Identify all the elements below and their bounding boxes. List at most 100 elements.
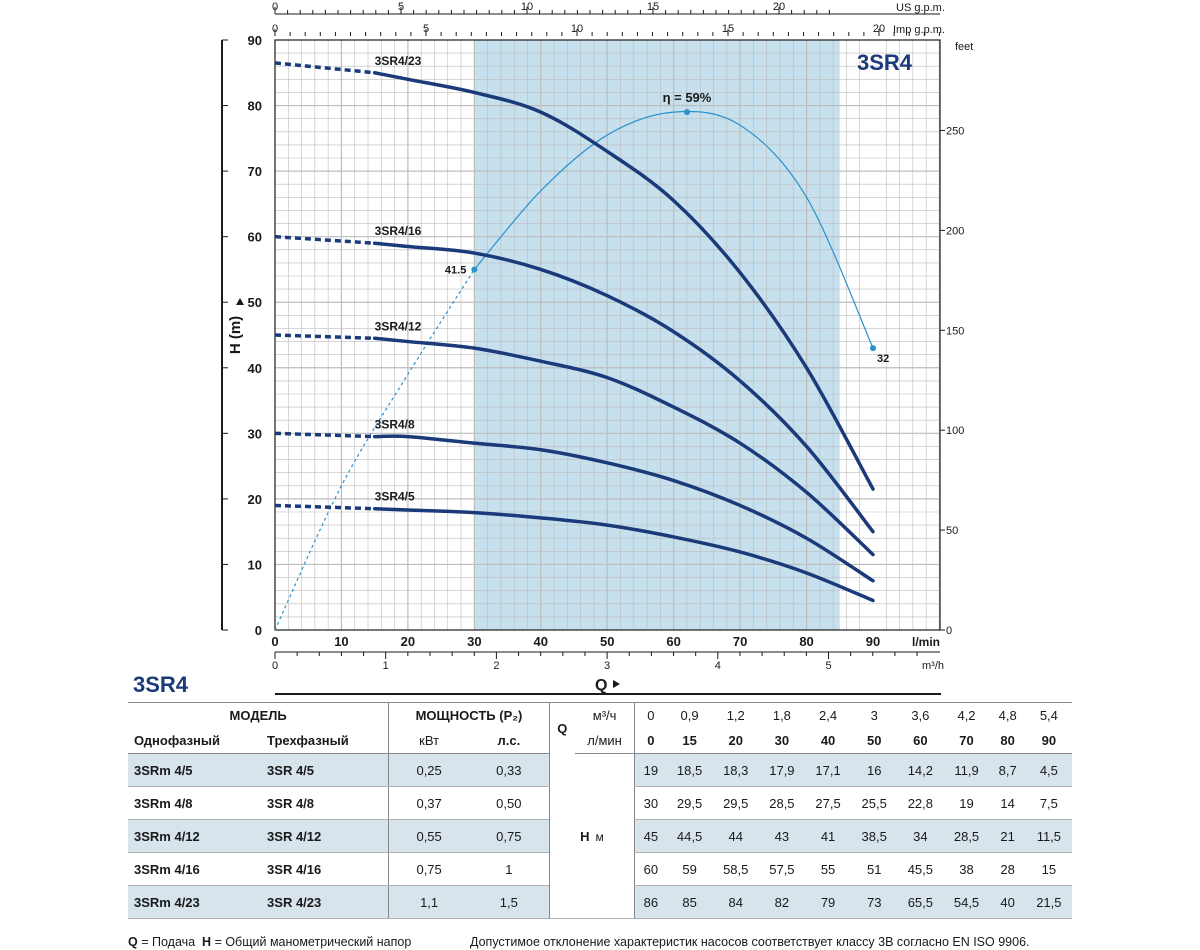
three-phase-model: 3SR 4/23 xyxy=(261,885,389,919)
q-lmin-cell: 0 xyxy=(634,728,667,754)
power-kw: 0,55 xyxy=(388,819,469,853)
q-m3h-cell: 1,2 xyxy=(712,702,759,728)
us-gpm-tick-label: 10 xyxy=(521,1,533,13)
h-value-cell: 41 xyxy=(804,819,852,853)
single-phase-model: 3SRm 4/8 xyxy=(128,786,262,820)
performance-table: МОДЕЛЬ МОЩНОСТЬ (P₂) Q м³/ч 0 0,9 1,2 1,… xyxy=(128,702,1072,919)
h-value-cell: 85 xyxy=(666,885,713,919)
imp-gpm-unit: Imp g.p.m. xyxy=(893,24,945,36)
y2-tick-label: 150 xyxy=(946,325,964,337)
y2-tick-label: 100 xyxy=(946,425,964,437)
footer-tolerance: Допустимое отклонение характеристик насо… xyxy=(470,935,1030,949)
efficiency-right-label: 32 xyxy=(877,353,889,365)
curve-label: 3SR4/16 xyxy=(375,224,422,238)
h-value-cell: 11,9 xyxy=(943,753,990,787)
h-value-cell: 57,5 xyxy=(758,852,805,886)
h-value-cell: 11,5 xyxy=(1025,819,1072,853)
y-tick-label: 90 xyxy=(248,33,262,48)
q-lmin-cell: 90 xyxy=(1025,728,1072,754)
h-value-cell: 14 xyxy=(989,786,1026,820)
efficiency-left-label: 41.5 xyxy=(445,264,466,276)
h-value-cell: 19 xyxy=(943,786,990,820)
us-gpm-tick-label: 15 xyxy=(647,1,659,13)
efficiency-point-left xyxy=(471,266,478,273)
kw-header: кВт xyxy=(388,728,469,754)
single-phase-model: 3SRm 4/12 xyxy=(128,819,262,853)
m3h-tick-label: 0 xyxy=(272,660,278,672)
curve-label: 3SR4/5 xyxy=(375,490,415,504)
h-value-cell: 15 xyxy=(1025,852,1072,886)
q-lmin-cell: 70 xyxy=(943,728,990,754)
h-value-cell: 45,5 xyxy=(897,852,944,886)
h-value-cell: 8,7 xyxy=(989,753,1026,787)
h-value-cell: 58,5 xyxy=(712,852,759,886)
y-tick-label: 50 xyxy=(248,295,262,310)
table-row: 3SRm 4/12 3SR 4/12 0,55 0,75 45 44,5 44 43 41 38,… xyxy=(128,819,1072,853)
y2-tick-label: 50 xyxy=(946,525,958,537)
operating-range-band xyxy=(474,40,840,630)
q-header: Q xyxy=(548,702,575,754)
y-tick-label: 10 xyxy=(248,557,262,572)
y-tick-label: 70 xyxy=(248,164,262,179)
h-value-cell: 55 xyxy=(804,852,852,886)
curve-3SR4-23 xyxy=(372,71,875,491)
h-value-cell: 84 xyxy=(712,885,759,919)
single-phase-header: Однофазный xyxy=(128,728,262,754)
power-hp: 1 xyxy=(468,852,550,886)
h-value-cell: 44,5 xyxy=(666,819,713,853)
three-phase-header: Трехфазный xyxy=(261,728,389,754)
m3h-tick-label: 4 xyxy=(715,660,721,672)
y2-unit: feet xyxy=(955,41,973,53)
h-value-cell: 73 xyxy=(851,885,898,919)
h-value-cell: 25,5 xyxy=(851,786,898,820)
h-value-cell: 86 xyxy=(634,885,667,919)
y2-tick-label: 250 xyxy=(946,125,964,137)
y-tick-label: 60 xyxy=(248,230,262,245)
curve-extrapolated-3SR4-23 xyxy=(274,61,375,75)
h-value-cell: 60 xyxy=(634,852,667,886)
h-value-cell: 18,3 xyxy=(712,753,759,787)
power-kw: 1,1 xyxy=(388,885,469,919)
x-tick-label: 0 xyxy=(271,634,278,649)
imp-gpm-tick-label: 5 xyxy=(423,23,429,35)
q-lmin-cell: 40 xyxy=(804,728,852,754)
power-kw: 0,37 xyxy=(388,786,469,820)
h-value-cell: 38,5 xyxy=(851,819,898,853)
h-value-cell: 45 xyxy=(634,819,667,853)
m3h-tick-label: 1 xyxy=(383,660,389,672)
footer-q-key: Q xyxy=(128,935,138,949)
q-lmin-cell: 80 xyxy=(989,728,1026,754)
h-value-cell: 17,1 xyxy=(804,753,852,787)
y-axis-title: H (m) xyxy=(227,316,244,354)
q-m3h-cell: 0 xyxy=(634,702,667,728)
h-value-cell: 4,5 xyxy=(1025,753,1072,787)
q-lmin-cell: 60 xyxy=(897,728,944,754)
header-row-1: МОДЕЛЬ МОЩНОСТЬ (P₂) Q м³/ч 0 0,9 1,2 1,… xyxy=(128,702,1072,754)
chart-title: 3SR4 xyxy=(857,50,913,75)
m3h-tick-label: 2 xyxy=(493,660,499,672)
y-tick-label: 30 xyxy=(248,426,262,441)
h-value-cell: 30 xyxy=(634,786,667,820)
h-value-cell: 27,5 xyxy=(804,786,852,820)
power-hp: 1,5 xyxy=(468,885,550,919)
h-value-cell: 28,5 xyxy=(758,786,805,820)
model-header: МОДЕЛЬ xyxy=(128,702,389,728)
x-tick-label: 20 xyxy=(401,634,415,649)
table-row: 3SRm 4/8 3SR 4/8 0,37 0,50 30 29,5 29,5 28,5 27,… xyxy=(128,786,1072,820)
q-m3h-cell: 3,6 xyxy=(897,702,944,728)
q-m3h-cell: 2,4 xyxy=(804,702,852,728)
h-value-cell: 59 xyxy=(666,852,713,886)
q-lmin-cell: 20 xyxy=(712,728,759,754)
efficiency-point-right xyxy=(870,345,876,352)
curve-extrapolated-3SR4-12 xyxy=(274,333,375,341)
q-lmin-cell: 30 xyxy=(758,728,805,754)
m3h-unit: m³/h xyxy=(922,660,944,672)
curve-label: 3SR4/23 xyxy=(375,54,422,68)
x-tick-label: 50 xyxy=(600,634,614,649)
q-m3h-cell: 5,4 xyxy=(1025,702,1072,728)
footer-legend: Q = Подача H = Общий манометрический нап… xyxy=(128,935,411,949)
x-tick-label: 40 xyxy=(534,634,548,649)
power-hp: 0,33 xyxy=(468,753,550,787)
us-gpm-tick-label: 0 xyxy=(272,1,278,13)
